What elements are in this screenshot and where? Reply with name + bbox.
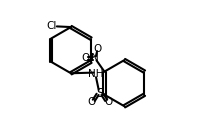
Text: S: S [96,87,104,100]
Text: O: O [82,53,90,63]
Text: NH: NH [88,69,104,79]
Text: O: O [104,97,113,107]
Text: O: O [94,44,102,54]
Text: N: N [91,53,99,63]
Text: Cl: Cl [46,21,56,31]
Text: O: O [87,97,96,107]
